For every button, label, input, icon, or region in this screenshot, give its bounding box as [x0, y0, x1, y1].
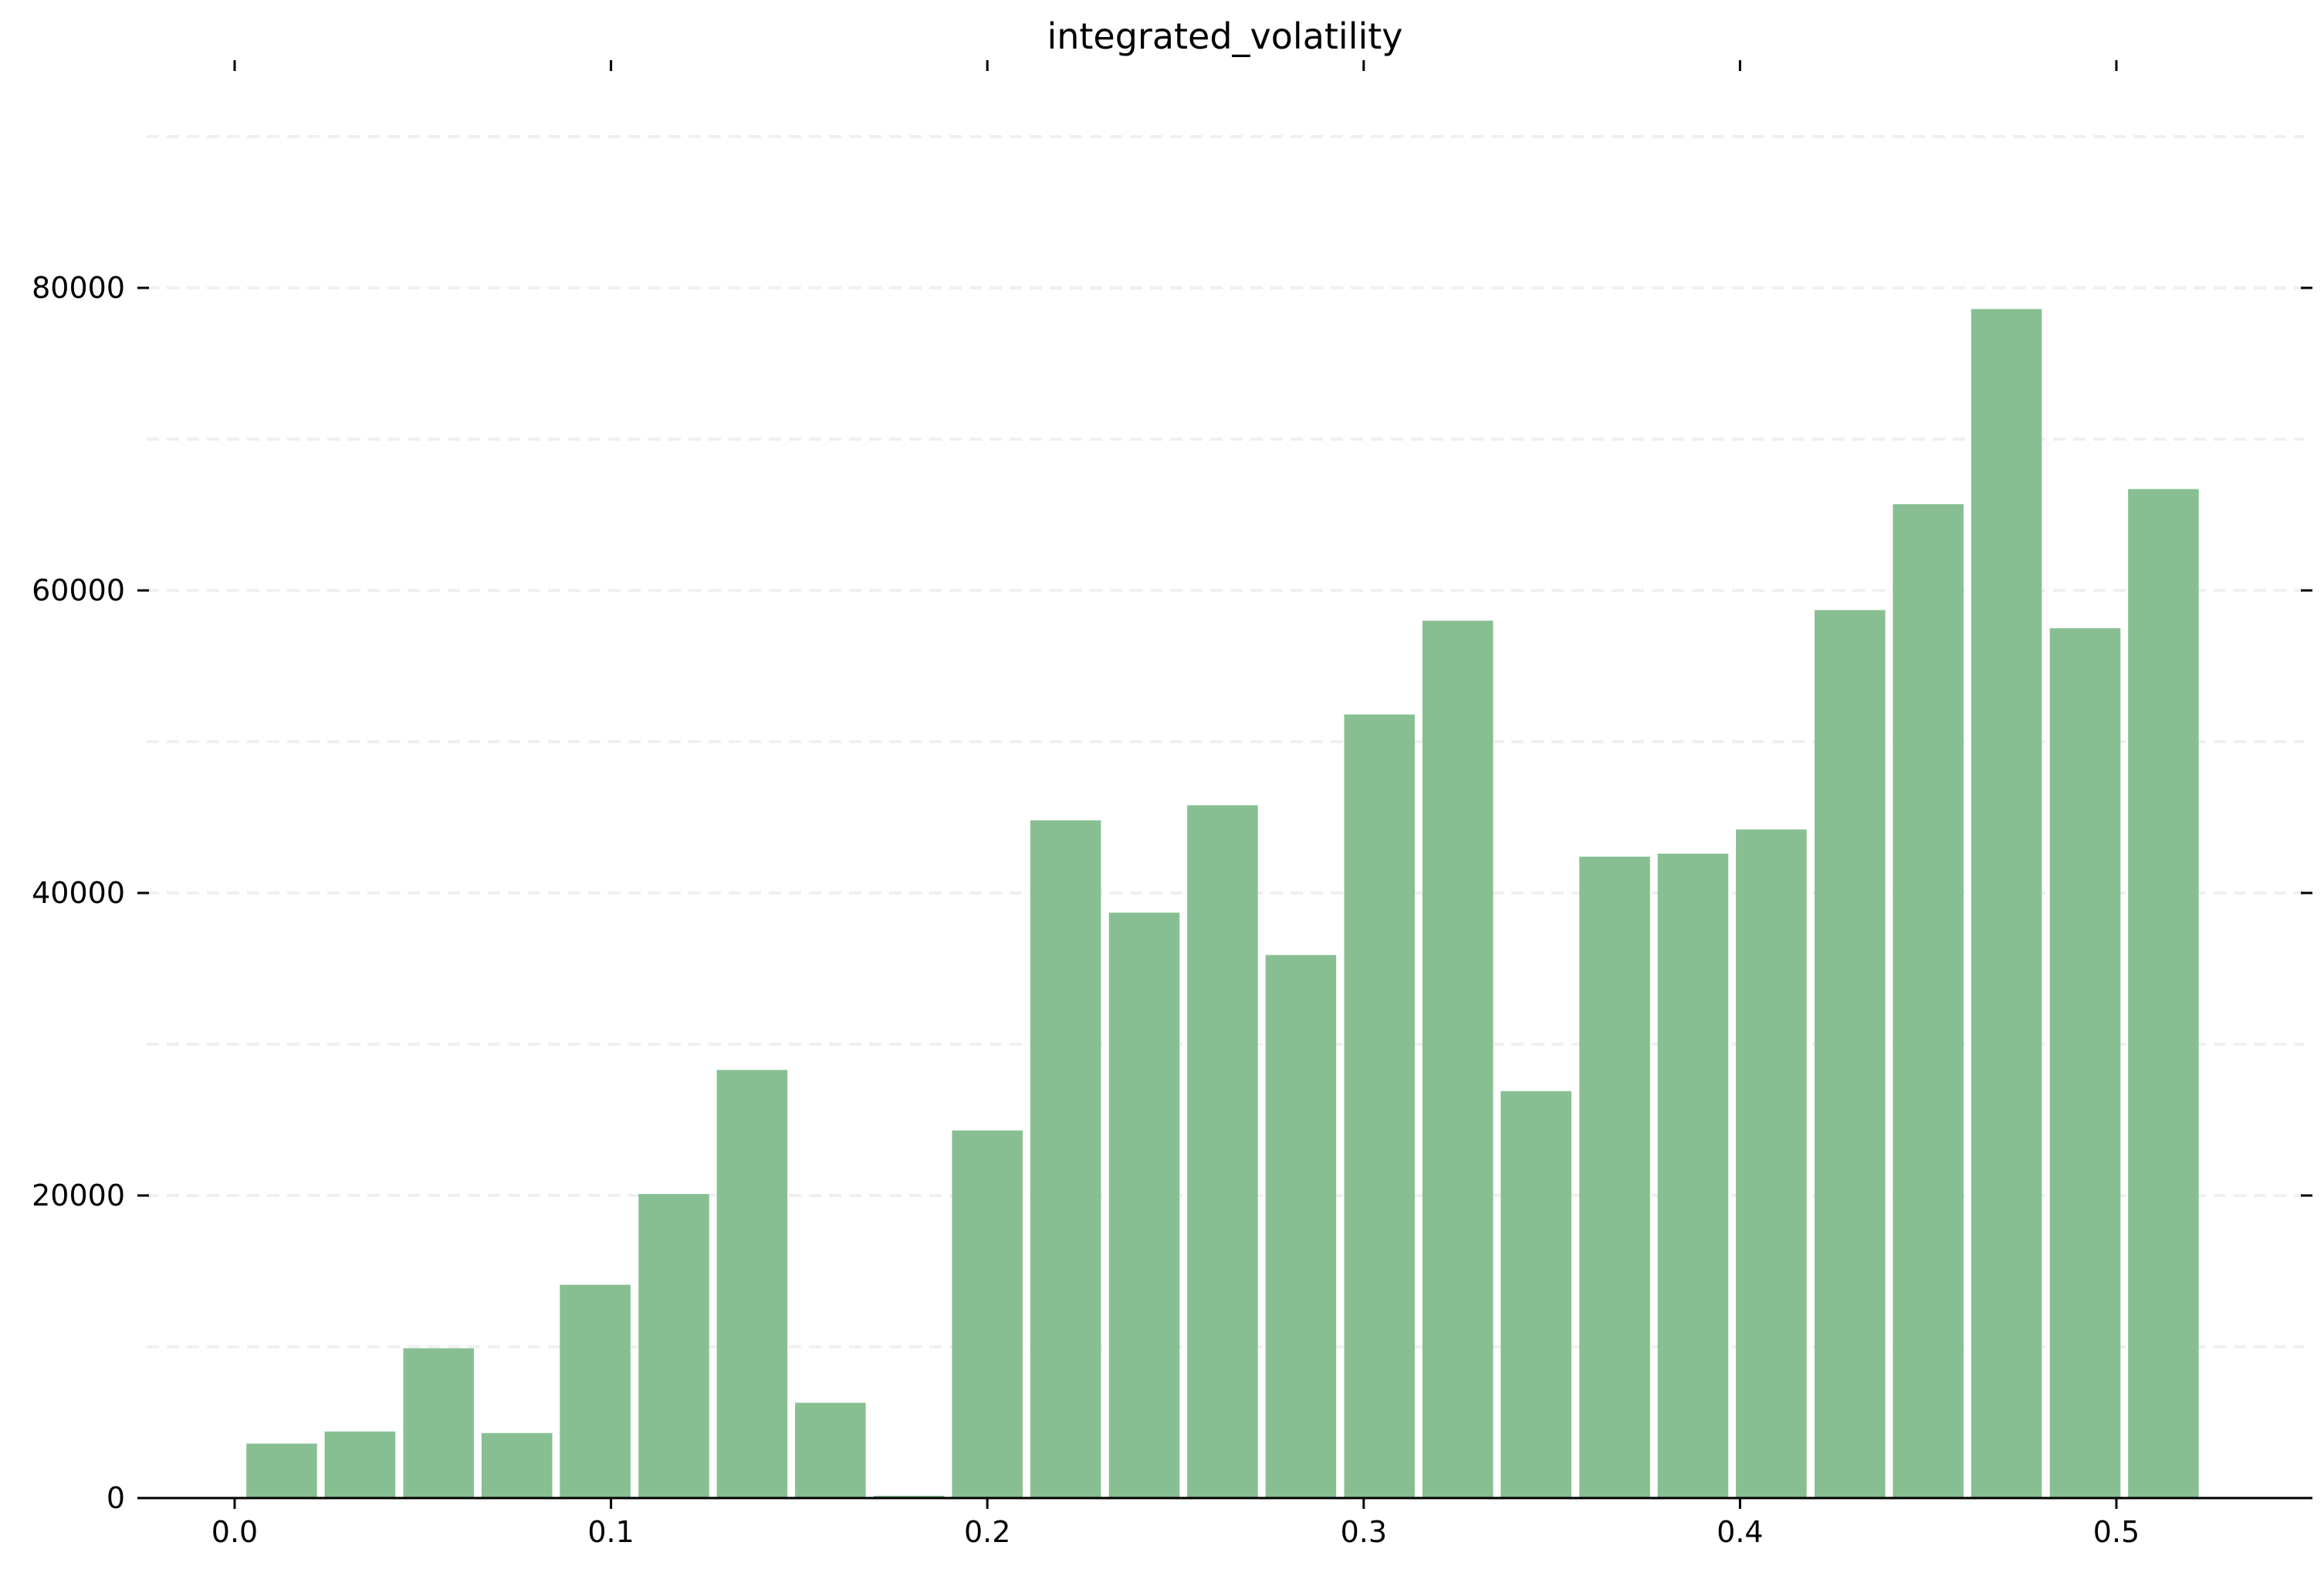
histogram-bar — [795, 1402, 866, 1498]
histogram-bar — [1814, 610, 1886, 1498]
histogram-bar — [1970, 309, 2042, 1499]
histogram-bar — [481, 1432, 553, 1498]
histogram-bar — [952, 1130, 1023, 1498]
x-tick-label: 0.4 — [1717, 1515, 1763, 1549]
x-tick-label: 0.5 — [2093, 1515, 2140, 1549]
histogram-bar — [2128, 489, 2199, 1499]
histogram-bar — [246, 1443, 317, 1498]
histogram-bar — [324, 1431, 396, 1498]
histogram-bar — [560, 1284, 631, 1498]
y-tick-label: 40000 — [32, 876, 125, 910]
y-tick-label: 80000 — [32, 271, 125, 305]
y-tick-label: 0 — [107, 1481, 125, 1515]
histogram-bar — [403, 1348, 475, 1498]
y-tick-label: 60000 — [32, 573, 125, 607]
x-tick-label: 0.0 — [211, 1515, 258, 1549]
histogram-bar — [1265, 955, 1337, 1498]
chart-title: integrated_volatility — [1047, 15, 1402, 57]
histogram-bar — [1344, 714, 1416, 1498]
histogram-bar — [2049, 628, 2121, 1498]
axes: 0.0 0.1 0.2 0.3 0.4 0.5 0 20000 40000 60000 80000 — [32, 60, 2312, 1549]
x-tick-label: 0.1 — [587, 1515, 634, 1549]
histogram-bar — [1579, 856, 1650, 1498]
histogram-bar — [1030, 820, 1101, 1498]
histogram-bars — [246, 309, 2199, 1499]
y-tick-label: 20000 — [32, 1179, 125, 1212]
x-tick-label: 0.3 — [1341, 1515, 1387, 1549]
histogram-bar — [1422, 621, 1494, 1499]
histogram-bar — [1657, 854, 1729, 1498]
histogram-bar — [1500, 1091, 1571, 1498]
histogram-bar — [1108, 912, 1180, 1498]
histogram-bar — [1893, 504, 1964, 1498]
histogram-bar — [1187, 805, 1258, 1498]
histogram-bar — [1736, 829, 1807, 1498]
x-tick-label: 0.2 — [964, 1515, 1010, 1549]
histogram-bar — [716, 1070, 788, 1498]
histogram-bar — [638, 1194, 709, 1498]
